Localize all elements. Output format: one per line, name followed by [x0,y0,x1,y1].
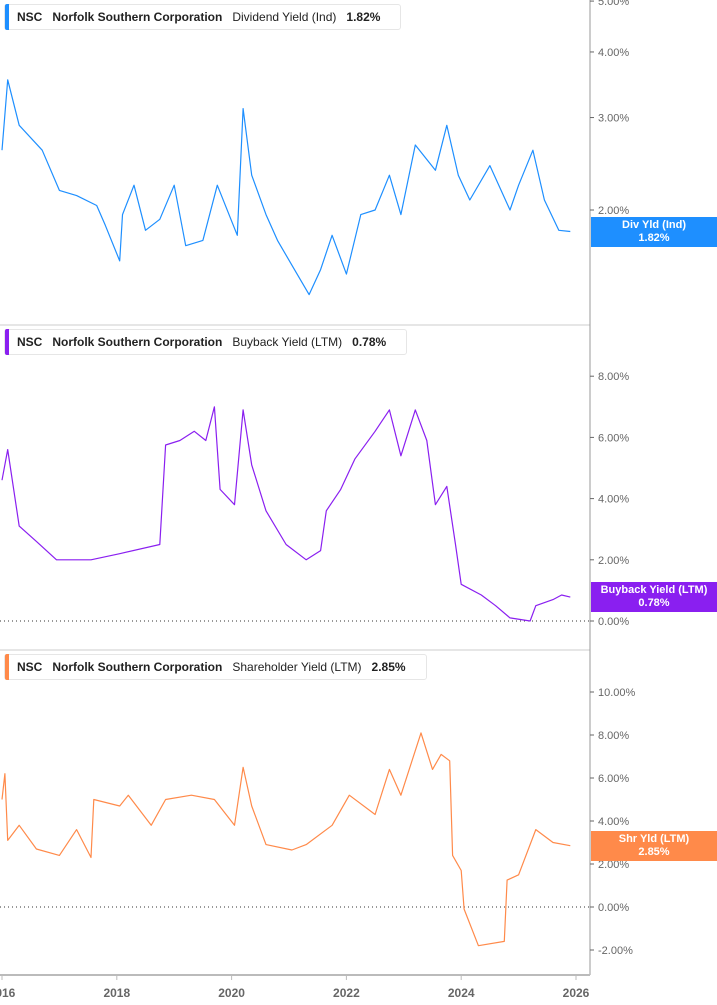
legend-metric: Shareholder Yield (LTM) [232,660,362,674]
y-tick-label: 6.00% [598,773,629,785]
y-tick-label: 0.00% [598,902,629,914]
legend-ticker: NSC [17,335,43,349]
y-tick-label: 10.00% [598,687,636,699]
tag-value: 2.85% [638,845,670,858]
x-tick-label: 2022 [333,986,360,1000]
legend-color-swatch [5,654,9,680]
tag-label: Buyback Yield (LTM) [600,584,708,597]
legend-company: Norfolk Southern Corporation [52,10,223,24]
x-tick-label: 2018 [103,986,130,1000]
x-tick-label: 2024 [448,986,475,1000]
tag-label: Div Yld (Ind) [622,218,686,231]
y-tick-label: -2.00% [598,945,633,957]
y-tick-label: 2.00% [598,555,629,567]
legend-value: 2.85% [371,660,406,674]
y-tick-label: 4.00% [598,816,629,828]
current-value-tag-dividend: Div Yld (Ind) 1.82% [591,216,717,247]
series-line [1,732,571,947]
y-tick-label: 0.00% [598,616,629,628]
legend-metric: Dividend Yield (Ind) [232,10,337,24]
y-tick-label: 3.00% [598,113,629,125]
legend-buyback-yield: NSC Norfolk Southern Corporation Buyback… [4,329,408,355]
legend-ticker: NSC [17,660,43,674]
series-line [1,406,571,622]
y-tick-label: 2.00% [598,205,629,217]
current-value-tag-buyback: Buyback Yield (LTM) 0.78% [591,582,717,613]
y-tick-label: 4.00% [598,47,629,59]
y-tick-label: 8.00% [598,730,629,742]
y-tick-label: 2.00% [598,859,629,871]
legend-value: 1.82% [346,10,381,24]
x-tick-label: 2016 [0,986,16,1000]
y-tick-label: 4.00% [598,494,629,506]
current-value-tag-shareholder: Shr Yld (LTM) 2.85% [591,830,717,861]
legend-company: Norfolk Southern Corporation [52,660,223,674]
legend-value: 0.78% [352,335,387,349]
legend-color-swatch [5,329,9,355]
legend-color-swatch [5,4,9,30]
y-tick-label: 6.00% [598,432,629,444]
tag-label: Shr Yld (LTM) [618,832,690,845]
x-tick-label: 2020 [218,986,245,1000]
y-tick-label: 5.00% [598,0,629,8]
tag-value: 0.78% [638,597,670,610]
series-line [1,79,571,296]
legend-metric: Buyback Yield (LTM) [232,335,343,349]
x-tick-label: 2026 [563,986,590,1000]
tag-value: 1.82% [638,231,670,244]
legend-company: Norfolk Southern Corporation [52,335,223,349]
y-tick-label: 8.00% [598,371,629,383]
legend-ticker: NSC [17,10,43,24]
legend-dividend-yield: NSC Norfolk Southern Corporation Dividen… [4,4,402,30]
legend-shareholder-yield: NSC Norfolk Southern Corporation Shareho… [4,654,427,680]
